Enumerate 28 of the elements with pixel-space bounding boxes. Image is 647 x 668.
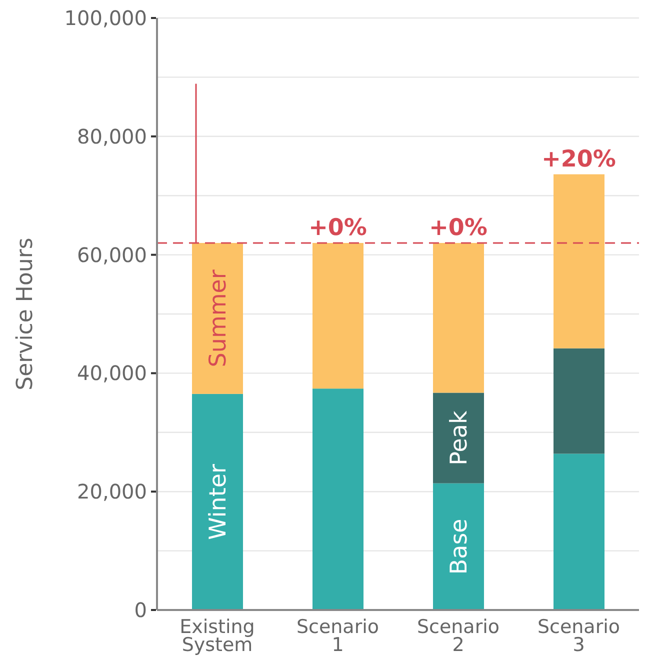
bar xyxy=(192,394,243,610)
y-tick-label: 20,000 xyxy=(77,480,147,504)
series-label: Winter xyxy=(206,464,232,540)
annotation: +20% xyxy=(542,146,616,172)
bar xyxy=(192,242,243,394)
bar xyxy=(433,483,484,610)
annotation: +0% xyxy=(308,214,367,241)
bar xyxy=(433,242,484,393)
y-axis-title: Service Hours xyxy=(12,238,38,390)
x-tick-label: Scenario 3 xyxy=(537,616,620,656)
bar xyxy=(554,454,604,610)
y-tick-label: 100,000 xyxy=(64,6,147,30)
bar xyxy=(312,388,364,610)
bar xyxy=(433,392,484,484)
bar xyxy=(554,174,604,348)
x-tick-label: Scenario 1 xyxy=(296,616,380,656)
y-tick-label: 60,000 xyxy=(77,242,147,267)
series-label: Summer xyxy=(206,269,232,368)
series-label: Base xyxy=(446,518,472,575)
x-tick-label: Existing System xyxy=(180,616,255,656)
y-tick-label: 0 xyxy=(134,598,147,622)
annotation: +0% xyxy=(429,214,488,241)
y-tick-label: 80,000 xyxy=(77,124,147,148)
series-label: Peak xyxy=(446,410,472,466)
bar xyxy=(554,348,604,454)
y-tick-label: 40,000 xyxy=(77,361,147,386)
x-tick-label: Scenario 2 xyxy=(416,616,500,656)
bar xyxy=(312,242,364,389)
